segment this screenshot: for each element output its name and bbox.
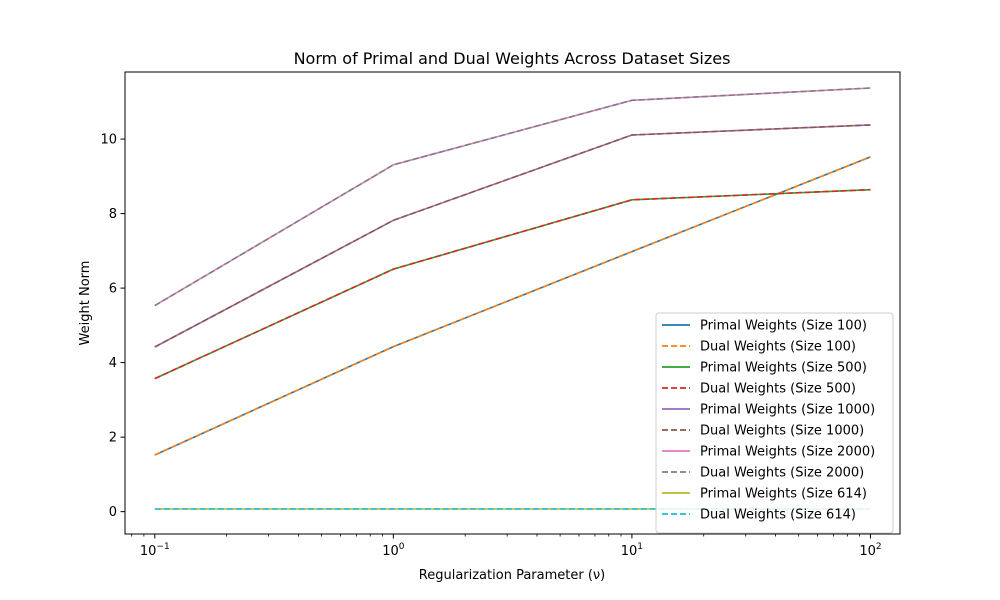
x-tick-label: 101 <box>621 542 643 559</box>
y-tick-label: 10 <box>100 133 117 148</box>
x-axis-label: Regularization Parameter (ν) <box>419 568 605 583</box>
legend-label: Primal Weights (Size 1000) <box>700 403 875 418</box>
plot-frame <box>124 71 901 535</box>
series-line-6 <box>154 124 871 348</box>
legend-label: Primal Weights (Size 2000) <box>700 445 875 460</box>
y-tick-label: 2 <box>109 431 117 446</box>
x-axis-ticks: 10−1 100 101 102 <box>131 534 882 559</box>
legend-label: Primal Weights (Size 614) <box>700 487 867 502</box>
legend-label: Dual Weights (Size 614) <box>700 508 856 523</box>
legend: Primal Weights (Size 100) Dual Weights (S… <box>655 312 894 534</box>
legend-box <box>655 312 894 534</box>
legend-label: Dual Weights (Size 1000) <box>700 424 864 439</box>
series-line-4 <box>154 188 871 380</box>
series-line-7 <box>154 87 871 307</box>
y-axis-label: Weight Norm <box>78 261 93 346</box>
y-axis-ticks: 0 2 4 6 8 10 <box>100 133 125 520</box>
legend-label: Dual Weights (Size 100) <box>700 340 856 355</box>
legend-label: Primal Weights (Size 100) <box>700 319 867 334</box>
legend-label: Dual Weights (Size 500) <box>700 382 856 397</box>
y-tick-label: 6 <box>109 282 117 297</box>
x-tick-label: 10−1 <box>140 542 170 559</box>
series-line-8 <box>154 87 871 307</box>
y-tick-label: 0 <box>109 505 117 520</box>
legend-label: Dual Weights (Size 2000) <box>700 466 864 481</box>
legend-label: Primal Weights (Size 500) <box>700 361 867 376</box>
x-tick-label: 100 <box>382 542 405 559</box>
y-tick-label: 8 <box>109 207 117 222</box>
x-tick-label: 102 <box>859 542 881 559</box>
y-tick-label: 4 <box>109 356 117 371</box>
series-line-2 <box>154 156 871 456</box>
chart-title: Norm of Primal and Dual Weights Across D… <box>294 49 731 68</box>
